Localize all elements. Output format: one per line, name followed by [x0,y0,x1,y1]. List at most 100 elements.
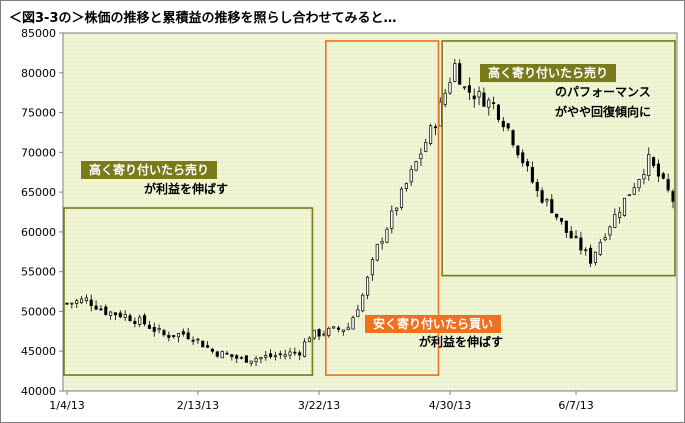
candle-body [254,358,258,362]
candle-body [618,212,622,218]
candle-body [550,199,554,214]
candle-body [424,142,428,152]
annotation-region-a3 [441,40,676,277]
candle-body [366,276,370,296]
candle-body [622,197,627,216]
candle-body [671,191,675,202]
candle-body [467,85,471,93]
candle-body [526,161,530,167]
candle-body [598,242,602,255]
candle-body [589,247,593,264]
y-tick-label: 70000 [21,146,56,159]
candle-body [656,163,661,177]
candle-body [370,259,374,276]
candle-body [244,355,248,363]
candle-body [143,315,147,325]
candle-body [593,251,597,263]
candle-body [458,63,462,85]
candle-body [298,352,302,356]
candle-body [109,311,113,316]
x-tick-label: 4/30/13 [429,399,471,412]
candle-body [341,329,345,332]
y-tick-label: 55000 [21,266,56,279]
candle-body [123,314,127,318]
candle-body [317,329,321,337]
candle-body [516,145,520,156]
y-tick-label: 40000 [21,385,56,398]
candle-body [293,351,297,354]
candle-body [152,326,156,332]
candle-body [472,95,476,100]
candle-body [390,210,394,229]
candle-body [113,312,118,316]
candle-body [613,214,617,228]
candle-body [118,312,122,318]
annotation-1-label: 高く寄り付いたら売り [81,161,218,179]
candle-body [186,332,190,340]
candle-body [230,354,234,358]
candle-body [438,101,442,127]
candle-body [385,228,389,243]
candle-body [162,330,166,336]
candle-body [414,161,418,171]
candle-body [395,207,399,211]
candle-body [327,327,331,336]
candle-body [429,125,433,144]
candle-body [128,315,132,322]
candle-body [482,92,486,107]
candle-body [579,237,583,251]
candle-body [196,338,200,341]
candle-body [487,99,491,108]
candle-body [627,194,631,197]
candle-body [632,187,636,195]
candle-body [288,351,292,356]
y-tick-label: 60000 [21,226,56,239]
candle-body [409,169,413,183]
candle-body [462,86,467,89]
candle-body [496,104,501,120]
annotation-regions [63,40,676,376]
x-tick-label: 6/7/13 [558,399,593,412]
candle-body [89,299,93,307]
candle-body [584,249,588,252]
candle-body [269,353,273,358]
candle-body [278,353,282,356]
y-tick-label: 45000 [21,345,56,358]
annotation-2-label: 安く寄り付いたら買い [365,315,502,333]
candle-body [574,235,578,238]
candle-body [559,217,564,222]
candle-body [336,327,341,330]
x-axis: 1/4/13 2/13/13 3/22/13 4/30/13 6/7/13 [49,391,594,412]
candle-body [147,324,151,329]
candle-body [201,340,205,348]
x-tick-label: 2/13/13 [177,399,219,412]
annotation-2-caption: が利益を伸ばす [419,335,504,349]
candle-body [666,179,670,191]
candle-body [346,327,350,331]
y-tick-label: 50000 [21,305,56,318]
candle-body [540,190,544,203]
chart-title: ＜図3-3の＞株価の推移と累積益の推移を照らし合わせてみると… [9,11,397,26]
candle-body [273,355,278,358]
annotation-3-caption-2: がやや回復傾向に [555,105,652,119]
candle-body [65,302,69,305]
candle-body [303,341,307,357]
candle-body [259,356,263,360]
candle-body [351,317,355,330]
candle-body [652,157,656,166]
candle-body [361,294,365,312]
candle-body [555,213,559,218]
candle-body [399,188,404,208]
candle-body [501,120,505,128]
y-axis: 40000 45000 50000 55000 60000 65000 70000 75000… [21,27,63,398]
annotation-3-caption-1: のパフォーマンス [555,85,651,99]
candle-body [545,198,549,202]
candle-body [453,63,457,82]
annotation-1-caption: が利益を伸ばす [144,182,229,196]
candle-body [569,231,573,239]
annotation-3-label: 高く寄り付いたら売り [480,64,617,82]
candle-body [75,300,79,304]
candle-body [220,351,224,359]
